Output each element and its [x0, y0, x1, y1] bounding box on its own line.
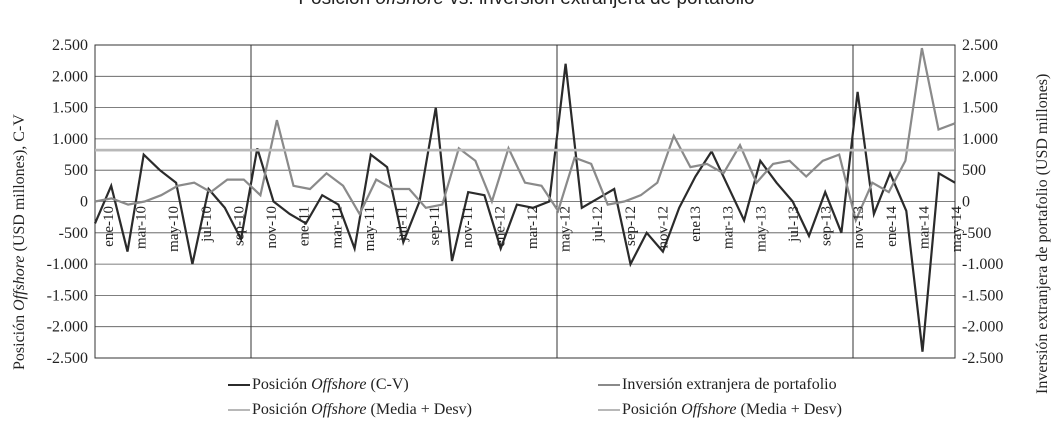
y-tick-label-left: -1.500	[47, 287, 88, 304]
legend-item-offshore-cv: Posición Offshore (C-V)	[228, 376, 409, 394]
y-axis-label-right: Inversión extranjera de portafolio (USD …	[1034, 74, 1051, 394]
x-tick-label: nov-12	[656, 206, 672, 249]
x-tick-label: mar-10	[134, 206, 150, 249]
y-ticks-right: 2.500 2.000 1.500 1.000 500 0 -500 -1.000 -1.500…	[962, 37, 1003, 367]
x-tick-label: ene13	[688, 206, 704, 242]
y-tick-label-right: -2.500	[962, 350, 1003, 367]
y-tick-label-left: 2.000	[52, 68, 88, 85]
y-tick-label-right: 1.500	[962, 100, 998, 117]
x-tick-label: jul-13	[786, 206, 802, 243]
x-tick-label: ene-10	[101, 206, 117, 247]
x-ticks: ene-10 mar-10 may-10 jul-10 sep-10 nov-10 ene-…	[101, 206, 965, 252]
y-tick-label-left: -500	[59, 225, 88, 242]
y-ticks-left: 2.500 2.000 1.500 1.000 500 0 -500 -1.000 -1.500…	[47, 37, 88, 367]
y-tick-label-right: 500	[962, 162, 986, 179]
y-axis-label-left: Posición Offshore (USD millones), C-V	[11, 114, 28, 370]
x-tick-label: nov-10	[264, 206, 280, 249]
y-tick-label-right: -2.000	[962, 319, 1003, 336]
y-tick-label-left: 1.000	[52, 131, 88, 148]
x-tick-label: sep-12	[623, 206, 639, 246]
y-tick-label-left: 2.500	[52, 37, 88, 54]
series-line-offshore-cv	[93, 63, 956, 352]
y-tick-label-right: -1.000	[962, 256, 1003, 273]
x-tick-label: jul-11	[395, 206, 411, 242]
y-tick-label-left: 1.500	[52, 100, 88, 117]
y-tick-label-right: -500	[962, 225, 991, 242]
y-tick-label-left: 500	[64, 162, 88, 179]
x-tick-label: sep-11	[427, 206, 443, 245]
x-tick-label: mar-12	[525, 206, 541, 249]
x-tick-label: jul-12	[590, 206, 606, 243]
y-tick-label-right: 0	[962, 194, 970, 211]
x-tick-label: mar-14	[916, 206, 932, 250]
x-tick-label: ene-12	[492, 206, 508, 247]
x-tick-label: may-12	[558, 206, 574, 252]
x-tick-label: ene-11	[297, 206, 313, 246]
x-tick-label: ene-14	[884, 206, 900, 247]
x-tick-label: mar-11	[329, 206, 345, 248]
legend-swatch	[228, 384, 250, 387]
x-tick-label: nov-11	[460, 206, 476, 248]
y-tick-label-right: 2.500	[962, 37, 998, 54]
y-tick-label-right: 2.000	[962, 68, 998, 85]
y-tick-label-left: -1.000	[47, 256, 88, 273]
x-tick-label: nov-13	[851, 206, 867, 249]
series-layer	[93, 47, 956, 352]
x-tick-label: may-10	[166, 206, 182, 252]
chart-title: Posición offshore vs. inversión extranje…	[0, 0, 1053, 10]
series-line-inversion	[94, 47, 956, 224]
x-tick-label: may-14	[949, 206, 965, 252]
x-tick-label: may-13	[753, 206, 769, 252]
y-tick-label-right: -1.500	[962, 287, 1003, 304]
legend-item-inversion: Inversión extranjera de portafolio	[598, 376, 837, 394]
legend-swatch	[598, 384, 620, 387]
x-tick-label: may-11	[362, 206, 378, 251]
x-tick-label: jul-10	[199, 206, 215, 243]
x-tick-label: sep-10	[232, 206, 248, 246]
y-tick-label-left: 0	[80, 194, 88, 211]
legend-swatch	[598, 409, 620, 412]
x-tick-label: mar-13	[721, 206, 737, 249]
y-tick-label-left: -2.000	[47, 319, 88, 336]
legend-swatch	[228, 409, 250, 412]
x-tick-label: sep-13	[819, 206, 835, 246]
y-tick-label-left: -2.500	[47, 350, 88, 367]
grid-lines	[94, 44, 956, 359]
legend-item-media-desv-1: Posición Offshore (Media + Desv)	[228, 401, 472, 419]
legend-item-media-desv-2: Posición Offshore (Media + Desv)	[598, 401, 842, 419]
y-tick-label-right: 1.000	[962, 131, 998, 148]
